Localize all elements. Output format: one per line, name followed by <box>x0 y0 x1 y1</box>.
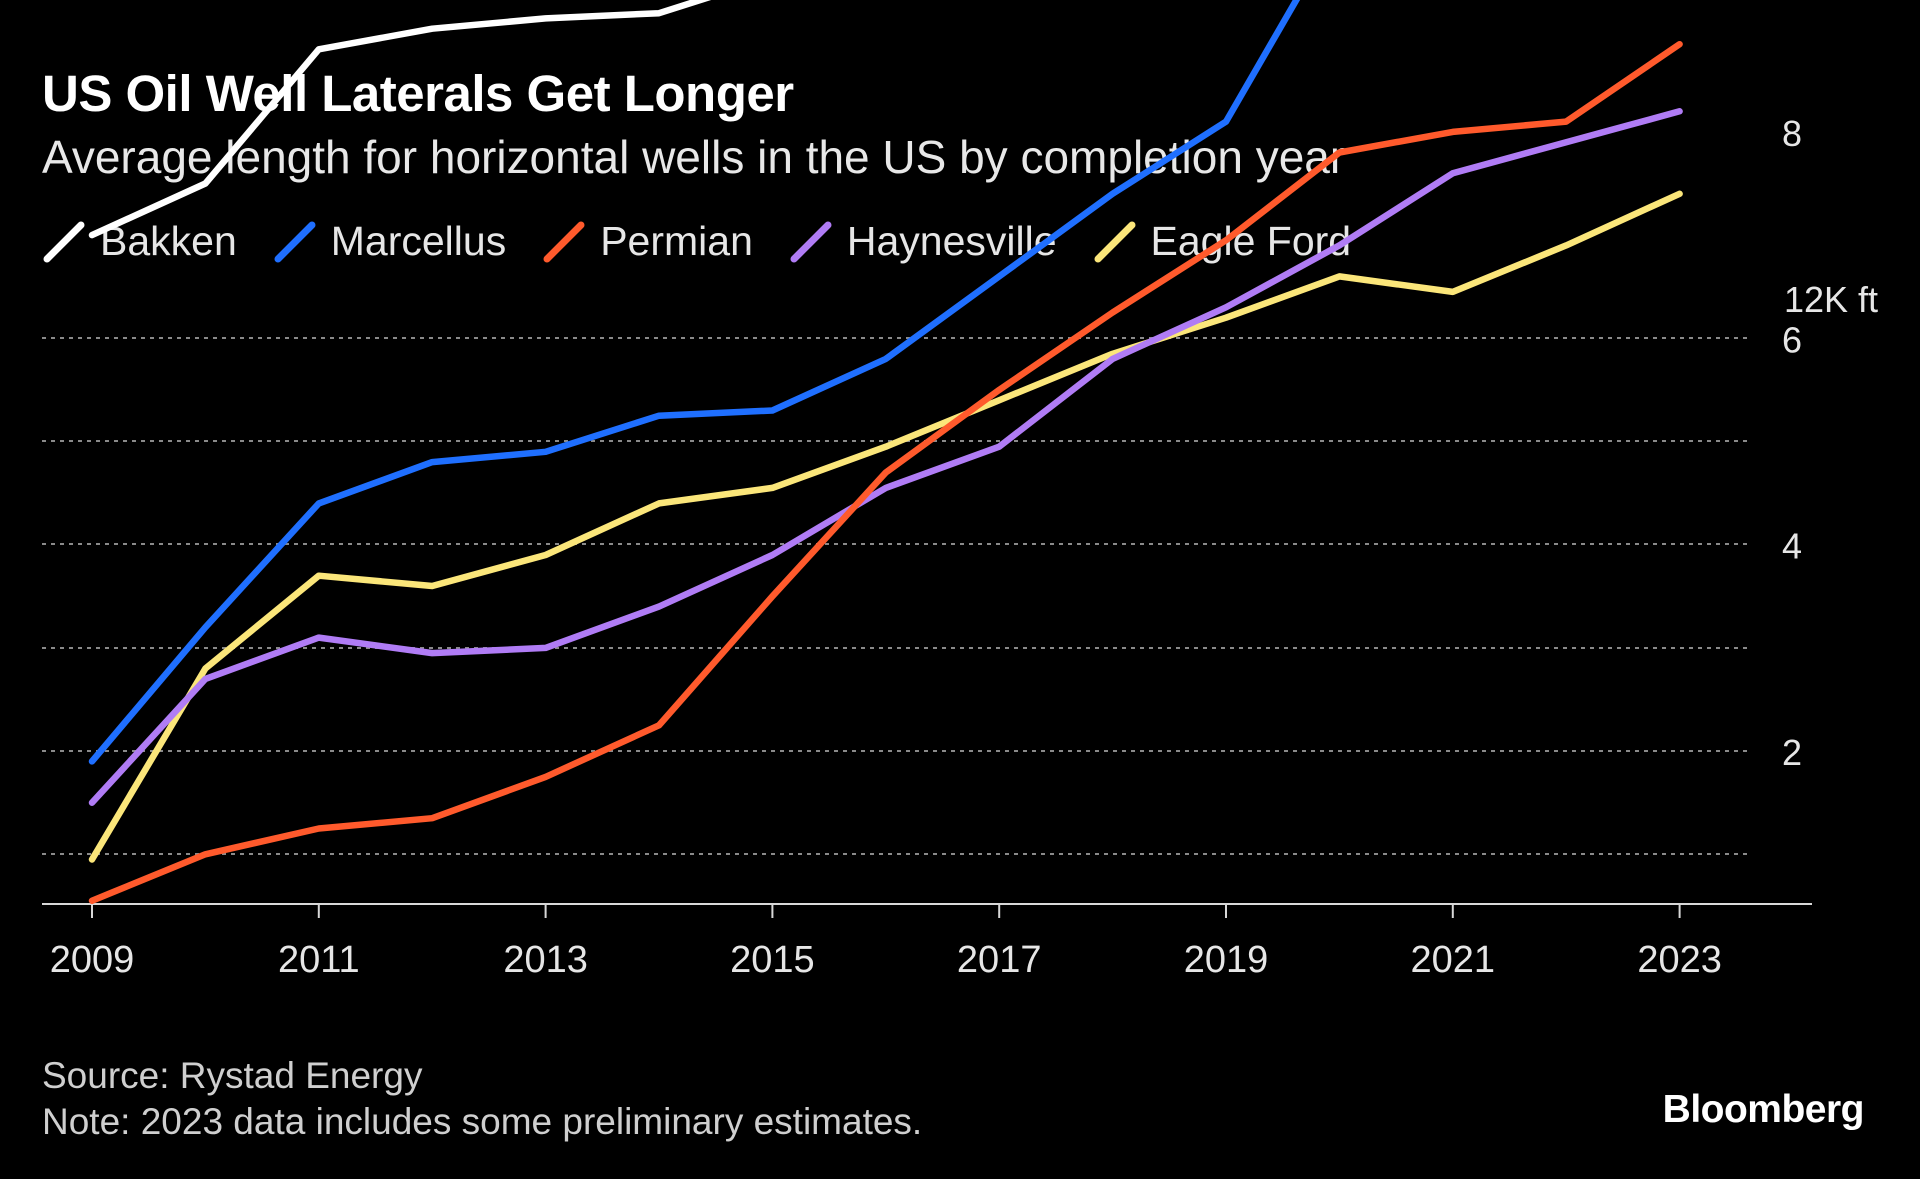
legend-label: Permian <box>600 218 753 264</box>
chart-subtitle: Average length for horizontal wells in t… <box>42 131 1346 183</box>
chart-footer: Source: Rystad Energy Note: 2023 data in… <box>42 1053 922 1145</box>
x-tick-label: 2017 <box>957 939 1042 981</box>
x-tick-label: 2015 <box>730 939 815 981</box>
y-tick-label: 8 <box>1782 113 1802 154</box>
x-tick-label: 2011 <box>278 939 360 981</box>
series-line-haynesville <box>88 108 1683 806</box>
legend-item-bakken: Bakken <box>42 218 237 265</box>
series-line-eagle-ford <box>88 190 1683 863</box>
source-note: Source: Rystad Energy <box>42 1055 423 1096</box>
x-axis: 2009 2011 2013 2015 2017 2019 2021 2023 <box>42 903 1812 981</box>
y-axis: 12K ft108642 <box>1782 113 1878 773</box>
series-line-permian <box>88 40 1683 904</box>
y-tick-label: 6 <box>1782 319 1802 360</box>
legend-item-marcellus: Marcellus <box>273 218 506 265</box>
chart-title: US Oil Well Laterals Get Longer <box>42 65 794 122</box>
x-tick-label: 2019 <box>1184 939 1269 981</box>
legend-swatch-icon <box>543 221 585 262</box>
legend-swatch-icon <box>1094 221 1136 262</box>
x-tick-label: 2009 <box>50 939 135 981</box>
legend-label: Marcellus <box>330 218 507 264</box>
series-line-bakken <box>88 0 712 239</box>
legend-item-eagle-ford: Eagle Ford <box>1093 218 1351 265</box>
legend-label: Bakken <box>100 218 237 264</box>
legend-item-permian: Permian <box>542 218 753 265</box>
legend-swatch-icon <box>790 221 832 262</box>
x-tick-label: 2023 <box>1637 939 1722 981</box>
series-line-marcellus <box>88 0 1301 765</box>
y-tick-label: 4 <box>1782 526 1802 567</box>
bloomberg-logo: Bloomberg <box>1662 1088 1865 1131</box>
x-tick-label: 2021 <box>1411 939 1496 981</box>
series-lines <box>88 0 1683 904</box>
y-tick-label: 2 <box>1782 732 1802 773</box>
y-tick-label: 12K ft <box>1784 279 1878 320</box>
data-note: Note: 2023 data includes some preliminar… <box>42 1101 923 1142</box>
legend-swatch-icon <box>43 221 85 262</box>
x-tick-label: 2013 <box>503 939 588 981</box>
legend-swatch-icon <box>274 221 316 262</box>
